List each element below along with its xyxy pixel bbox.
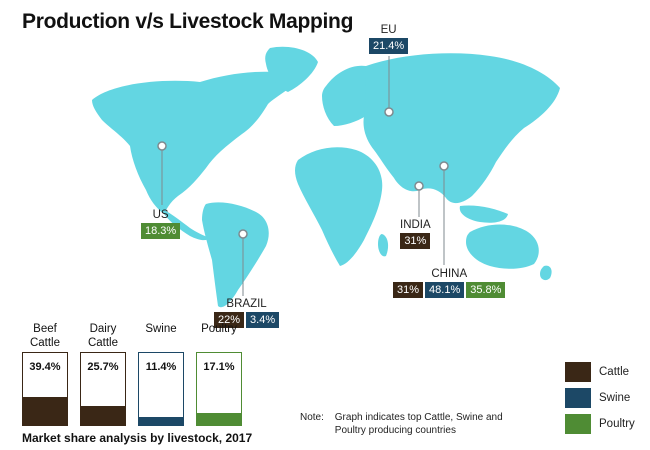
central-america xyxy=(164,210,210,241)
bar-fill xyxy=(81,406,125,425)
bar-swine: Swine 11.4% xyxy=(138,322,184,426)
greenland xyxy=(265,46,318,92)
legend-label: Poultry xyxy=(599,418,635,430)
china-marker xyxy=(439,161,449,171)
bar-dairy-cattle: Dairy Cattle 25.7% xyxy=(80,322,126,426)
china-swine-value: 48.1% xyxy=(425,282,465,298)
bar-frame: 11.4% xyxy=(138,352,184,426)
madagascar xyxy=(378,234,389,257)
legend-item-poultry: Poultry xyxy=(565,414,635,434)
bar-poultry: Poultry 17.1% xyxy=(196,322,242,426)
bar-beef-cattle: Beef Cattle 39.4% xyxy=(22,322,68,426)
bar-label: Swine xyxy=(145,323,177,335)
bar-value: 39.4% xyxy=(29,361,61,373)
note-label: Note: xyxy=(300,412,324,423)
eu-swine-value: 21.4% xyxy=(369,38,409,54)
north-america xyxy=(92,71,300,214)
asia xyxy=(363,53,560,204)
africa xyxy=(295,147,383,266)
legend-swatch xyxy=(565,414,591,434)
china-cattle-value: 31% xyxy=(393,282,424,298)
brazil-swine-value: 3.4% xyxy=(246,312,280,328)
india-cattle-value: 31% xyxy=(400,233,431,249)
bar-label: Poultry xyxy=(201,323,237,335)
bar-fill xyxy=(197,413,241,425)
market-share-bars: Beef Cattle 39.4% Dairy Cattle 25.7% Swi… xyxy=(22,322,242,426)
legend: Cattle Swine Poultry xyxy=(565,362,635,440)
bar-fill xyxy=(23,397,67,425)
bar-frame: 25.7% xyxy=(80,352,126,426)
callout-us: US 18.3% xyxy=(141,209,181,239)
callout-india: INDIA 31% xyxy=(400,219,431,249)
page-title: Production v/s Livestock Mapping xyxy=(22,10,354,33)
brazil-marker xyxy=(238,229,248,239)
eu-marker xyxy=(384,107,394,117)
callout-brazil: BRAZIL 22% 3.4% xyxy=(214,298,280,328)
china-poultry-value: 35.8% xyxy=(466,282,506,298)
callout-eu: EU 21.4% xyxy=(369,24,409,54)
us-name: US xyxy=(152,209,169,221)
south-america xyxy=(202,202,269,308)
bar-value: 17.1% xyxy=(203,361,235,373)
bar-label: Beef Cattle xyxy=(29,323,61,349)
bar-value: 25.7% xyxy=(87,361,119,373)
bar-frame: 17.1% xyxy=(196,352,242,426)
bar-frame: 39.4% xyxy=(22,352,68,426)
legend-item-swine: Swine xyxy=(565,388,635,408)
legend-swatch xyxy=(565,362,591,382)
legend-label: Swine xyxy=(599,392,631,404)
india-marker xyxy=(414,181,424,191)
eu-name: EU xyxy=(380,24,397,36)
china-name: CHINA xyxy=(431,268,468,280)
brazil-name: BRAZIL xyxy=(226,298,267,310)
legend-label: Cattle xyxy=(599,366,630,378)
bar-value: 11.4% xyxy=(145,361,177,373)
bar-fill xyxy=(139,417,183,425)
australia xyxy=(466,224,539,269)
new-zealand xyxy=(540,265,552,281)
legend-swatch xyxy=(565,388,591,408)
india-name: INDIA xyxy=(400,219,431,231)
brazil-cattle-value: 22% xyxy=(214,312,245,328)
callout-china: CHINA 31% 48.1% 35.8% xyxy=(393,268,506,298)
us-marker xyxy=(157,141,167,151)
legend-item-cattle: Cattle xyxy=(565,362,635,382)
note-text: Graph indicates top Cattle, Swine and Po… xyxy=(334,412,503,436)
market-share-caption: Market share analysis by livestock, 2017 xyxy=(22,431,253,445)
footnote: Note: Graph indicates top Cattle, Swine … xyxy=(300,411,540,437)
southeast-asia xyxy=(459,205,508,223)
us-poultry-value: 18.3% xyxy=(141,223,181,239)
bar-label: Dairy Cattle xyxy=(87,323,119,349)
